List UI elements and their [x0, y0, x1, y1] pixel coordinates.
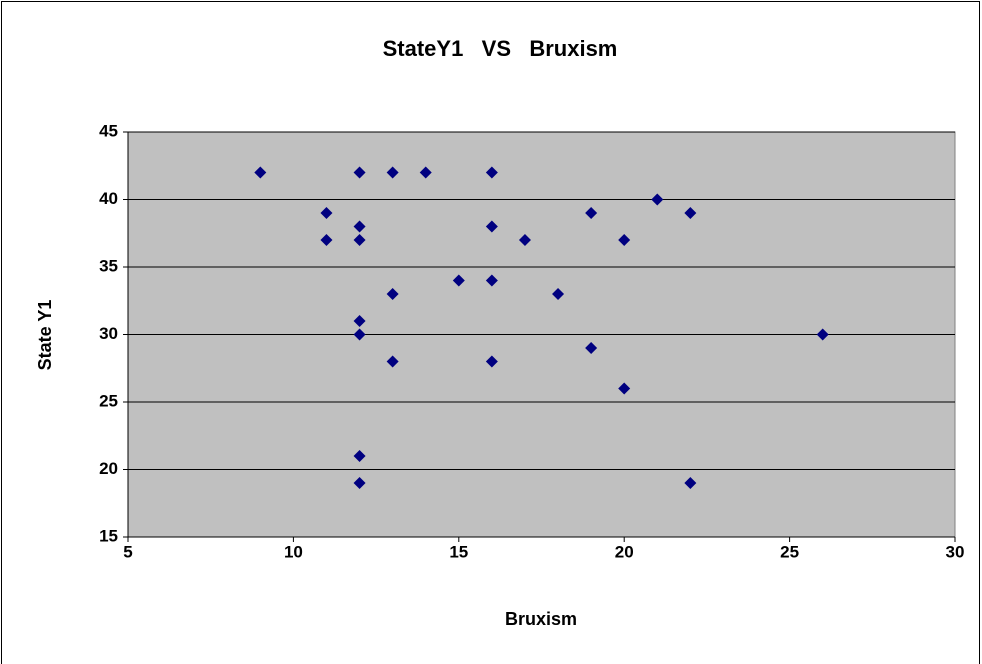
x-axis-label: Bruxism [505, 609, 577, 629]
point [684, 207, 697, 219]
x-tick-label: 10 [284, 542, 303, 561]
x-tick-label: 25 [780, 542, 799, 561]
point [353, 315, 366, 327]
x-tick-label: 30 [946, 542, 965, 561]
point [386, 355, 399, 368]
y-tick-label: 25 [99, 391, 118, 410]
x-tick-label: 15 [449, 542, 468, 561]
y-tick-label: 45 [99, 121, 118, 140]
y-tick-label: 20 [99, 459, 118, 478]
point [651, 193, 664, 206]
point [585, 342, 598, 354]
point [320, 207, 333, 219]
point [386, 166, 399, 179]
point [485, 355, 498, 368]
point [618, 234, 631, 246]
point [452, 274, 465, 287]
y-axis-label: State Y1 [35, 300, 55, 371]
x-tick-label: 5 [123, 542, 132, 561]
point [485, 220, 498, 233]
y-tick-label: 30 [99, 324, 118, 343]
point [618, 382, 631, 395]
point [684, 477, 697, 489]
point [386, 288, 399, 300]
chart-title: StateY1 VS Bruxism [383, 36, 618, 61]
point [518, 234, 531, 246]
point [353, 450, 366, 462]
point [552, 288, 565, 300]
y-tick-label: 35 [99, 256, 118, 275]
point [353, 220, 366, 233]
y-tick-label: 15 [99, 526, 118, 545]
point [353, 477, 366, 489]
point [419, 166, 432, 179]
point [353, 328, 366, 341]
point [353, 234, 366, 246]
point [485, 274, 498, 287]
point [254, 166, 267, 179]
point [816, 328, 829, 341]
point [485, 166, 498, 179]
point [353, 166, 366, 179]
point [585, 207, 598, 219]
point [320, 234, 333, 246]
x-tick-label: 20 [615, 542, 634, 561]
y-tick-label: 40 [99, 189, 118, 208]
